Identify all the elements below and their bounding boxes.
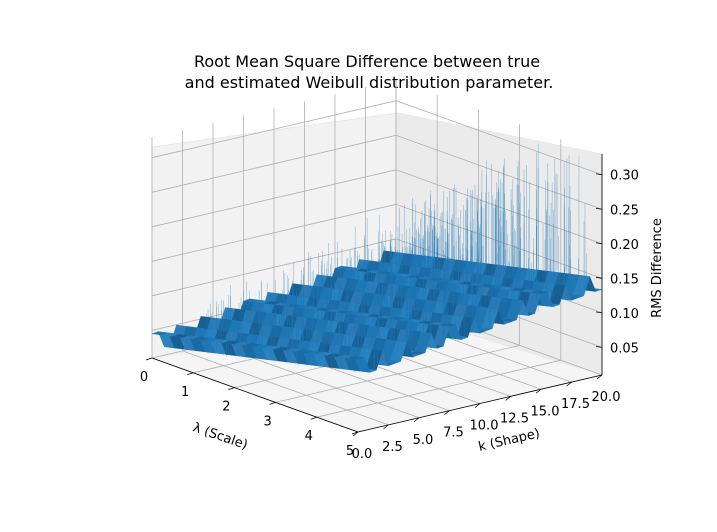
x-tick-label: 1 [181, 385, 189, 400]
surface [151, 143, 603, 373]
z-ticks: 0.05 0.10 0.15 0.20 0.25 0.30 [595, 169, 639, 356]
x-ticks: 0 1 2 3 4 5 [140, 357, 359, 459]
y-tick-label: 17.5 [561, 397, 590, 412]
z-tick-label: 0.05 [610, 341, 639, 356]
z-tick-label: 0.10 [610, 307, 639, 322]
y-tick-label: 0.0 [352, 447, 373, 462]
x-axis-line [151, 357, 359, 433]
x-tick-label: 5 [346, 444, 354, 459]
x-axis-label: λ (Scale) [191, 420, 250, 453]
z-tick-label: 0.20 [610, 238, 639, 253]
y-tick-label: 20.0 [592, 390, 621, 405]
x-tick-label: 0 [140, 370, 148, 385]
x-tick-label: 3 [263, 414, 271, 429]
z-tick-label: 0.25 [610, 203, 639, 218]
y-tick-label: 12.5 [500, 411, 529, 426]
y-tick-label: 7.5 [443, 426, 464, 441]
z-tick-label: 0.30 [610, 169, 639, 184]
z-tick-label: 0.15 [610, 272, 639, 287]
z-axis-label: RMS Difference [650, 218, 665, 318]
x-tick-label: 2 [222, 400, 230, 415]
y-tick-label: 10.0 [470, 419, 499, 434]
y-tick-label: 15.0 [531, 404, 560, 419]
chart-title-line-1: Root Mean Square Difference between true [194, 52, 540, 71]
x-tick-label: 4 [305, 429, 313, 444]
chart-title-line-2: and estimated Weibull distribution param… [185, 73, 554, 92]
y-tick-label: 2.5 [382, 440, 403, 455]
y-tick-label: 5.0 [413, 433, 434, 448]
y-ticks: 0.0 2.5 5.0 7.5 10.0 12.5 15.0 17.5 20.0 [352, 374, 621, 462]
